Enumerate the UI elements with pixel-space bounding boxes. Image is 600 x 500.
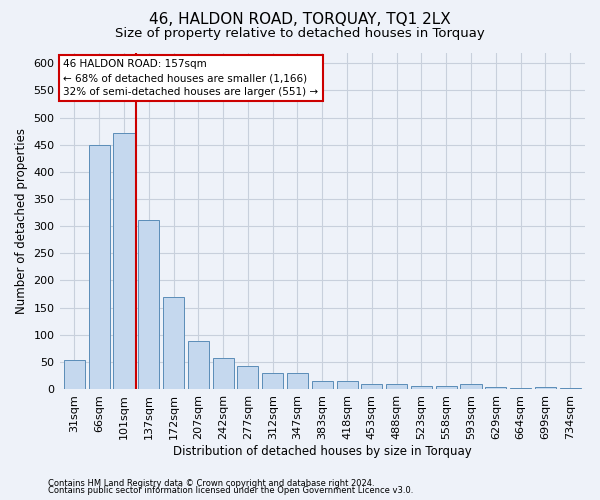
Bar xyxy=(262,372,283,389)
Text: Contains HM Land Registry data © Crown copyright and database right 2024.: Contains HM Land Registry data © Crown c… xyxy=(48,478,374,488)
Bar xyxy=(163,296,184,389)
Bar xyxy=(560,388,581,389)
Bar xyxy=(287,372,308,389)
Bar xyxy=(411,386,432,389)
Bar xyxy=(212,358,233,389)
Text: Size of property relative to detached houses in Torquay: Size of property relative to detached ho… xyxy=(115,28,485,40)
Bar xyxy=(64,360,85,389)
Bar xyxy=(113,133,134,389)
Text: 46, HALDON ROAD, TORQUAY, TQ1 2LX: 46, HALDON ROAD, TORQUAY, TQ1 2LX xyxy=(149,12,451,28)
Bar xyxy=(361,384,382,389)
Bar xyxy=(436,386,457,389)
Text: 46 HALDON ROAD: 157sqm
← 68% of detached houses are smaller (1,166)
32% of semi-: 46 HALDON ROAD: 157sqm ← 68% of detached… xyxy=(63,59,319,97)
Text: Contains public sector information licensed under the Open Government Licence v3: Contains public sector information licen… xyxy=(48,486,413,495)
X-axis label: Distribution of detached houses by size in Torquay: Distribution of detached houses by size … xyxy=(173,444,472,458)
Bar xyxy=(138,220,160,389)
Bar xyxy=(312,381,333,389)
Bar xyxy=(89,145,110,389)
Bar xyxy=(238,366,259,389)
Bar xyxy=(337,381,358,389)
Bar xyxy=(510,388,531,389)
Bar xyxy=(460,384,482,389)
Bar xyxy=(485,387,506,389)
Bar xyxy=(188,341,209,389)
Bar xyxy=(386,384,407,389)
Y-axis label: Number of detached properties: Number of detached properties xyxy=(15,128,28,314)
Bar xyxy=(535,387,556,389)
